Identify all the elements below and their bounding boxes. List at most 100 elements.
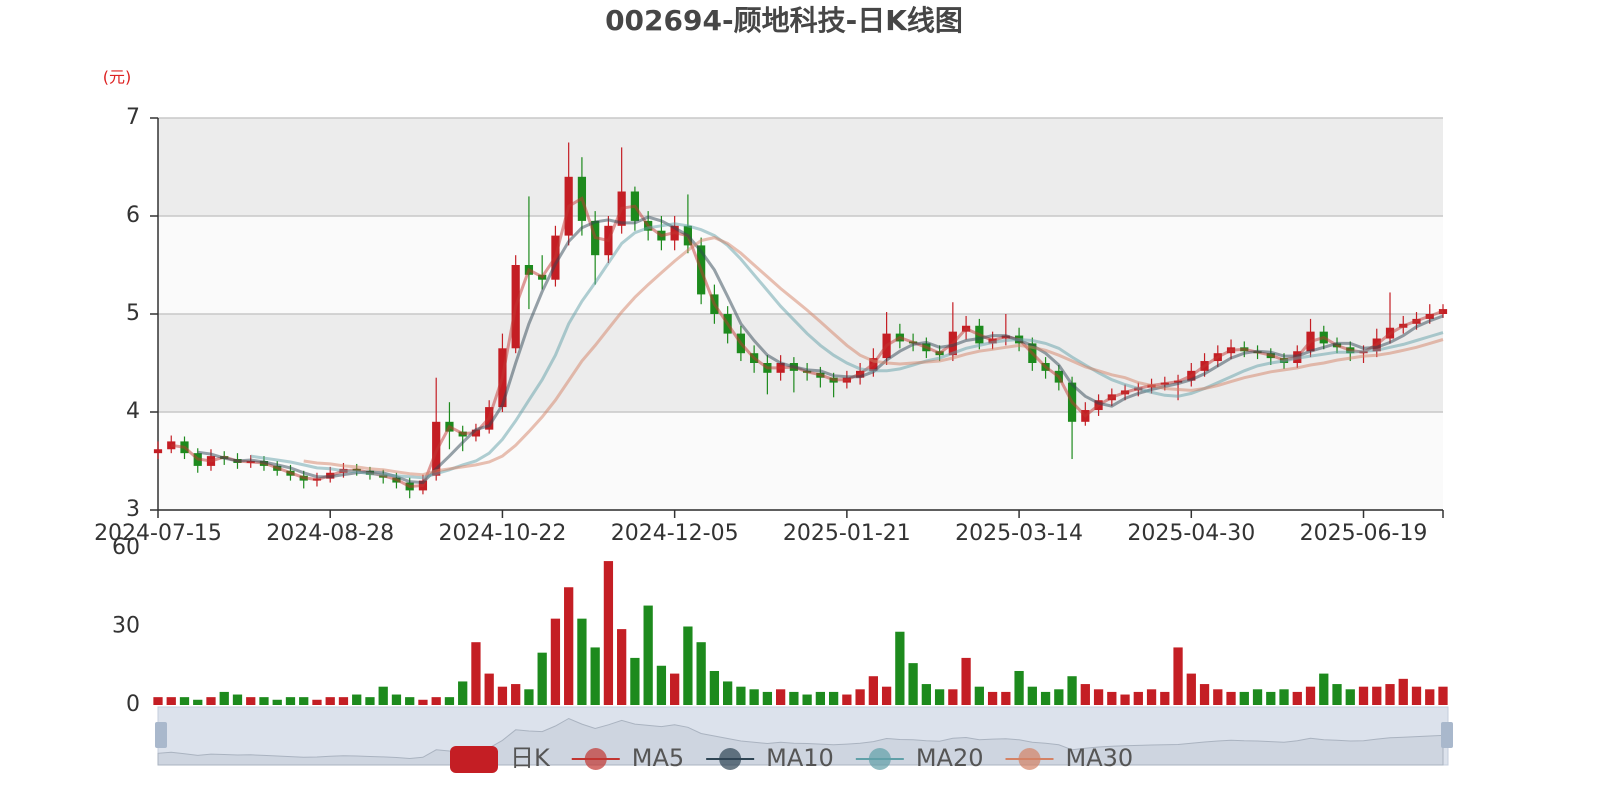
volume-bar bbox=[630, 657, 640, 705]
volume-bar bbox=[670, 673, 680, 705]
volume-bar bbox=[1027, 686, 1037, 705]
volume-bar bbox=[1226, 691, 1236, 705]
y-tick-label: 0 bbox=[126, 692, 140, 717]
volume-bar bbox=[484, 673, 494, 705]
x-tick-label: 2024-12-05 bbox=[611, 521, 739, 546]
volume-bar bbox=[1213, 689, 1223, 705]
volume-bar bbox=[775, 689, 786, 705]
volume-bar bbox=[1054, 689, 1064, 705]
volume-bar bbox=[1319, 673, 1329, 705]
legend-label: MA20 bbox=[916, 744, 984, 772]
legend-label: MA10 bbox=[766, 744, 834, 772]
volume-bar bbox=[948, 689, 958, 705]
volume-bar bbox=[246, 697, 256, 705]
volume-bar bbox=[1292, 691, 1302, 705]
legend-icon bbox=[719, 748, 742, 770]
volume-bar bbox=[511, 684, 521, 705]
volume-bar bbox=[1014, 670, 1024, 705]
candle-body bbox=[153, 449, 163, 454]
volume-bar bbox=[815, 691, 826, 705]
legend-item[interactable]: 日K bbox=[450, 744, 551, 773]
volume-bar bbox=[259, 697, 269, 705]
volume-bar bbox=[1120, 694, 1130, 705]
legend-item[interactable]: MA5 bbox=[571, 744, 684, 772]
volume-bar bbox=[1199, 684, 1210, 705]
volume-bar bbox=[378, 686, 388, 705]
volume-bar bbox=[1252, 689, 1263, 705]
volume-bar bbox=[550, 618, 561, 705]
x-tick-label: 2025-01-21 bbox=[783, 521, 911, 546]
volume-bar bbox=[497, 686, 508, 705]
split-area bbox=[158, 118, 1443, 216]
volume-bar bbox=[391, 694, 402, 705]
volume-bar bbox=[1239, 691, 1249, 705]
split-area bbox=[158, 314, 1443, 412]
volume-bar bbox=[974, 686, 984, 705]
split-area bbox=[158, 412, 1443, 510]
x-tick-label: 2025-04-30 bbox=[1127, 521, 1255, 546]
volume-bar bbox=[1279, 689, 1289, 705]
volume-bar bbox=[1438, 686, 1448, 705]
volume-bar bbox=[1425, 689, 1435, 705]
volume-bar bbox=[1146, 689, 1157, 705]
volume-bar bbox=[855, 689, 865, 705]
volume-bar bbox=[365, 697, 375, 705]
volume-bar bbox=[206, 697, 216, 705]
legend-item[interactable]: MA30 bbox=[1005, 744, 1134, 772]
volume-bar bbox=[1358, 686, 1369, 705]
y-tick-label: 6 bbox=[126, 203, 140, 228]
legend-item[interactable]: MA20 bbox=[855, 744, 984, 772]
y-tick-label: 4 bbox=[126, 399, 140, 424]
volume-bar bbox=[577, 618, 587, 705]
volume-bar bbox=[1385, 684, 1395, 705]
volume-bar bbox=[617, 629, 627, 705]
volume-bar bbox=[842, 694, 852, 705]
volume-bar bbox=[564, 587, 574, 705]
volume-bar bbox=[603, 561, 614, 705]
volume-bar bbox=[1305, 686, 1316, 705]
volume-bar bbox=[299, 697, 309, 705]
y-tick-label: 30 bbox=[112, 614, 140, 639]
legend-icon bbox=[584, 748, 607, 770]
volume-bar bbox=[1372, 686, 1382, 705]
legend-icon bbox=[450, 746, 498, 773]
legend-label: MA30 bbox=[1066, 744, 1134, 772]
volume-bar bbox=[1093, 689, 1104, 705]
volume-bar bbox=[987, 691, 998, 705]
volume-bar bbox=[272, 699, 282, 705]
volume-bar bbox=[418, 699, 428, 705]
zoom-handle[interactable] bbox=[155, 722, 167, 748]
volume-bar bbox=[789, 691, 799, 705]
volume-bar bbox=[643, 605, 653, 705]
volume-bar bbox=[656, 665, 667, 705]
volume-bar bbox=[895, 631, 905, 705]
legend-icon bbox=[868, 748, 891, 770]
volume-bar bbox=[285, 697, 296, 705]
volume-bar bbox=[405, 697, 415, 705]
volume-bar bbox=[736, 686, 746, 705]
volume-bar bbox=[232, 694, 243, 705]
x-tick-label: 2024-08-28 bbox=[266, 521, 394, 546]
volume-bar bbox=[762, 691, 773, 705]
legend: 日K MA5 MA10 MA20 MA30 bbox=[450, 744, 1133, 773]
volume-bar bbox=[921, 684, 931, 705]
volume-bar bbox=[828, 691, 839, 705]
volume-bar bbox=[908, 663, 918, 705]
volume-bar bbox=[1186, 673, 1196, 705]
x-tick-label: 2024-07-15 bbox=[94, 521, 222, 546]
zoom-slider bbox=[157, 706, 1449, 766]
volume-bar bbox=[524, 689, 534, 705]
volume-bar bbox=[166, 697, 176, 705]
volume-bar bbox=[179, 697, 190, 705]
volume-bar bbox=[1107, 691, 1117, 705]
volume-bar bbox=[537, 652, 547, 705]
volume-bar bbox=[961, 657, 971, 705]
volume-bar bbox=[1173, 647, 1183, 705]
volume-bar bbox=[352, 694, 362, 705]
zoom-handle[interactable] bbox=[1441, 722, 1453, 748]
volume-bar bbox=[881, 686, 892, 705]
x-tick-label: 2025-06-19 bbox=[1300, 521, 1428, 546]
legend-item[interactable]: MA10 bbox=[706, 744, 834, 772]
